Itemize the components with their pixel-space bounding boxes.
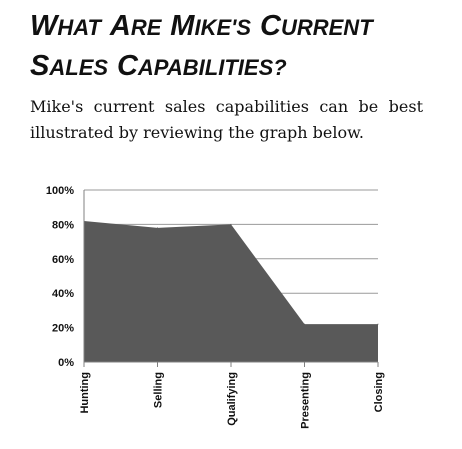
area-series bbox=[84, 220, 378, 362]
x-category-label: Selling bbox=[153, 372, 165, 408]
x-category-label: Presenting bbox=[300, 372, 312, 429]
data-point bbox=[230, 223, 232, 225]
x-category-label: Closing bbox=[373, 372, 385, 412]
title-line-2: SALES CAPABILITIES? bbox=[30, 50, 287, 82]
data-point bbox=[304, 323, 305, 325]
y-tick-label: 100% bbox=[46, 185, 74, 197]
page-title: WHAT ARE MIKE'S CURRENT SALES CAPABILITI… bbox=[30, 6, 450, 86]
data-point bbox=[377, 323, 379, 325]
data-point bbox=[157, 227, 158, 229]
y-tick-label: 40% bbox=[52, 288, 74, 300]
y-tick-label: 0% bbox=[58, 357, 74, 369]
y-tick-label: 80% bbox=[52, 219, 74, 231]
y-tick-label: 60% bbox=[52, 254, 74, 266]
x-category-label: Hunting bbox=[79, 372, 91, 414]
intro-paragraph: Mike's current sales capabilities can be… bbox=[30, 97, 423, 142]
title-line-1: WHAT ARE MIKE'S CURRENT bbox=[30, 10, 373, 42]
x-category-label: Qualifying bbox=[226, 372, 238, 426]
y-tick-label: 20% bbox=[52, 323, 74, 335]
